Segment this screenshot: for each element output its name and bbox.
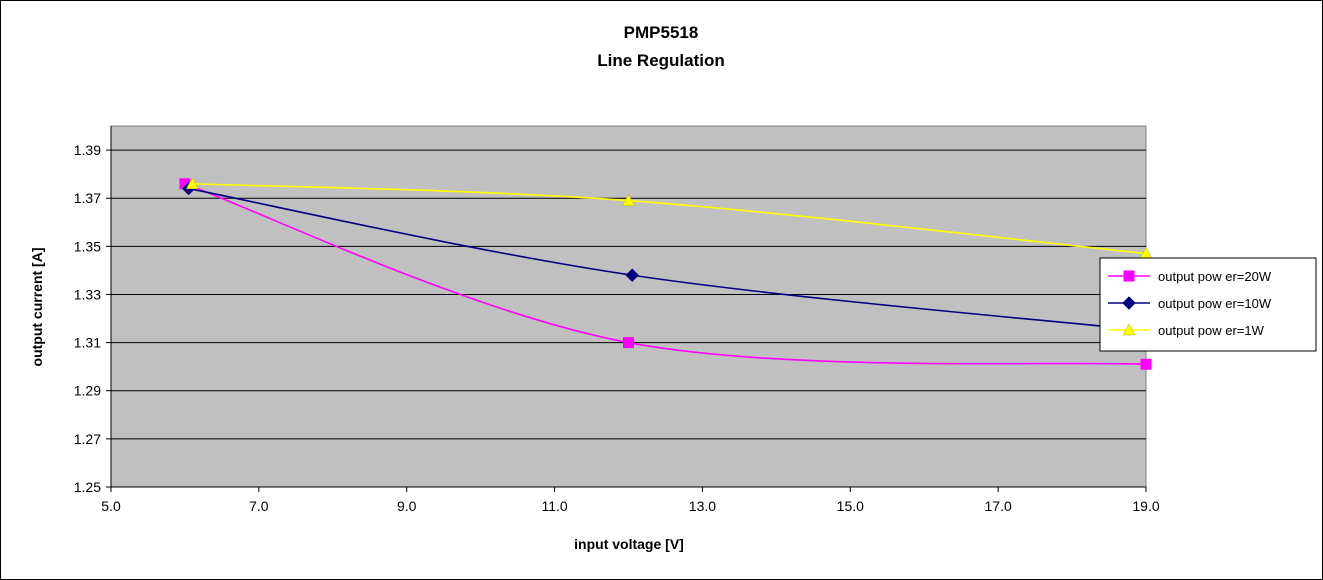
- x-tick-label: 17.0: [985, 498, 1012, 514]
- x-tick-label: 5.0: [101, 498, 121, 514]
- data-point-2: [185, 177, 199, 190]
- plot-area: 1.25 1.27 1.29 1.31 1.33 1.35 1.37 1.39 5.0 7.0 9.…: [74, 125, 1160, 514]
- y-tick-label: 1.33: [74, 286, 101, 302]
- y-tick-label: 1.25: [74, 479, 101, 495]
- x-tick-label: 19.0: [1132, 498, 1159, 514]
- x-tick-label: 7.0: [249, 498, 269, 514]
- plot-background: [110, 125, 1147, 488]
- legend-label-0: output pow er=20W: [1158, 269, 1272, 284]
- legend-marker-1: [1122, 296, 1136, 310]
- y-tick-label: 1.37: [74, 190, 101, 206]
- x-tick-label: 15.0: [837, 498, 864, 514]
- legend-box: [1099, 257, 1317, 352]
- y-tick-label: 1.31: [74, 335, 101, 351]
- y-axis-title: output current [A]: [29, 248, 45, 367]
- y-tick-label: 1.35: [74, 238, 101, 254]
- x-tick-label: 9.0: [397, 498, 417, 514]
- legend: output pow er=20W output pow er=10W output…: [1099, 257, 1317, 352]
- y-tick-label: 1.29: [74, 383, 101, 399]
- legend-label-1: output pow er=10W: [1158, 296, 1272, 311]
- y-tick-label: 1.27: [74, 431, 101, 447]
- legend-marker-2: [1122, 323, 1136, 336]
- legend-marker-0: [1123, 270, 1135, 282]
- data-point-1: [625, 268, 639, 282]
- y-tick-label: 1.39: [74, 142, 101, 158]
- x-tick-label: 13.0: [689, 498, 716, 514]
- chart-title: PMP5518: [624, 23, 699, 42]
- data-point-2: [622, 194, 635, 206]
- chart-subtitle: Line Regulation: [597, 51, 725, 70]
- x-axis-title: input voltage [V]: [574, 536, 684, 552]
- data-point-0: [623, 337, 634, 349]
- legend-label-2: output pow er=1W: [1158, 323, 1265, 338]
- data-point-0: [1140, 358, 1152, 370]
- x-tick-label: 11.0: [541, 498, 567, 514]
